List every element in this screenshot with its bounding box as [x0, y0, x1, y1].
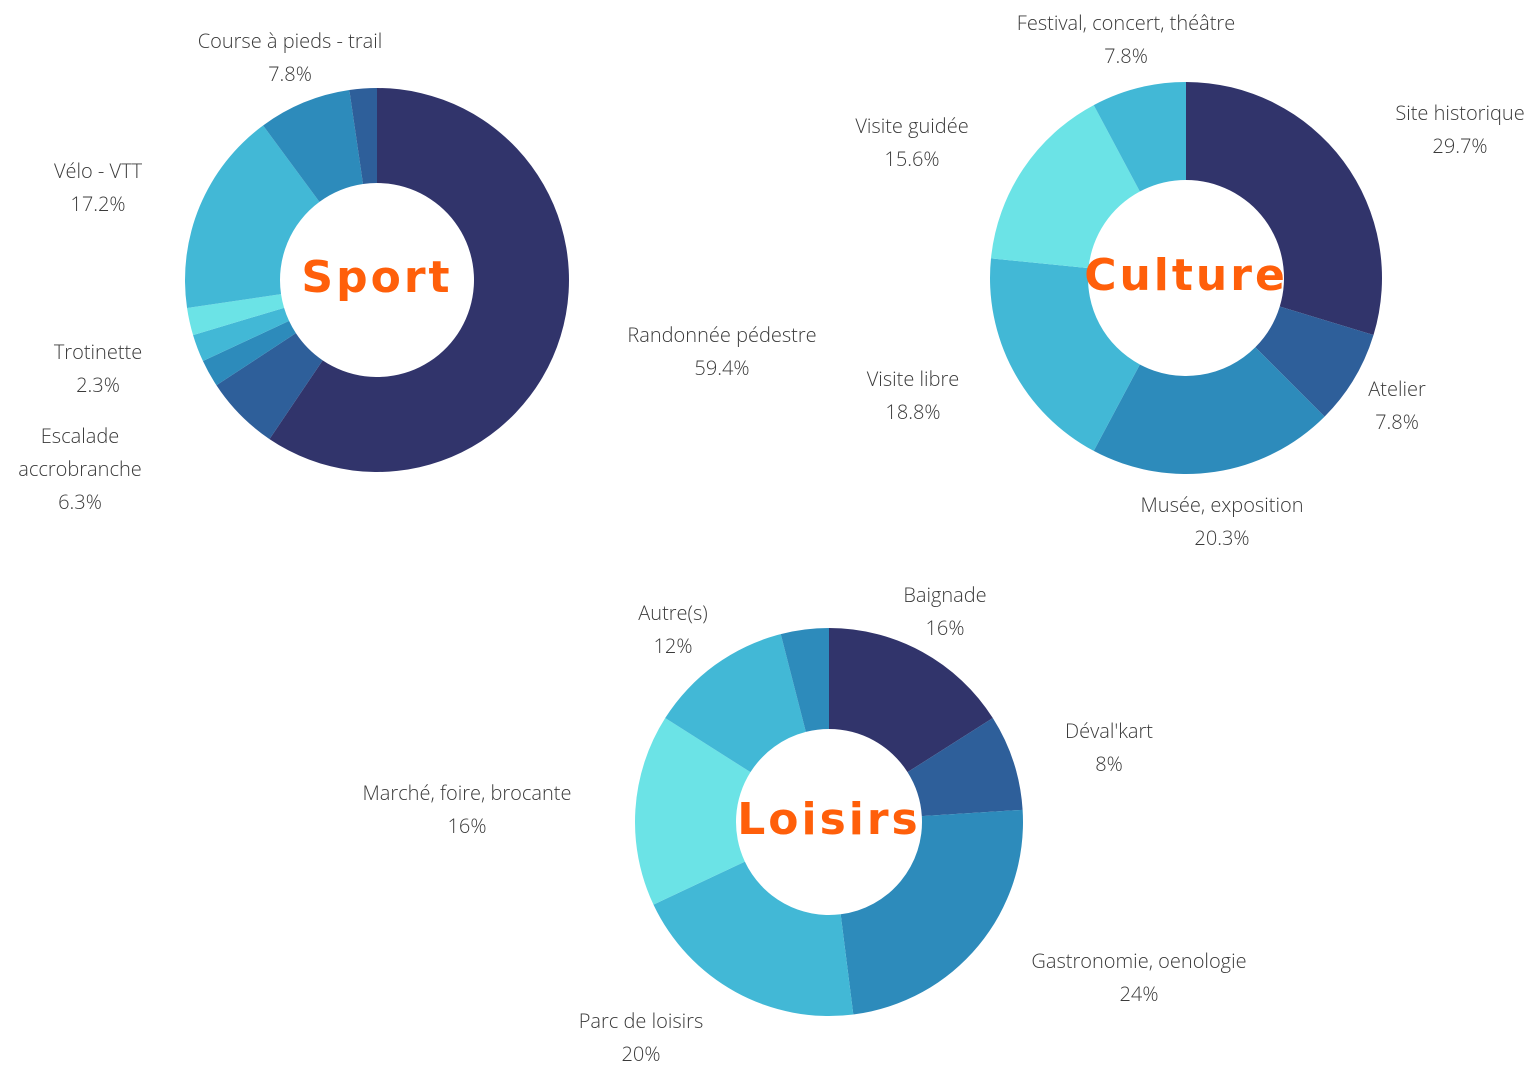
donut-slice	[907, 718, 1023, 817]
donut-slice	[185, 125, 320, 308]
slice-label: Festival, concert, théâtre 7.8%	[1017, 6, 1235, 72]
slice-category: Randonnée pédestre	[627, 321, 817, 348]
donut-slice	[187, 294, 285, 336]
slice-category: Visite libre	[866, 365, 960, 392]
slice-value: 7.8%	[1375, 408, 1419, 435]
slice-value: 2.3%	[76, 371, 120, 398]
donut-slice	[840, 809, 1024, 1015]
slice-category: Déval'kart	[1065, 717, 1153, 744]
slice-category: Baignade	[903, 581, 987, 608]
donut-slice	[1093, 347, 1325, 474]
chart-title: Culture	[1084, 250, 1288, 301]
slice-category: Site historique	[1395, 99, 1525, 126]
slice-value: 17.2%	[70, 190, 126, 217]
slice-category: Visite guidée	[855, 112, 969, 139]
slice-value: 6.3%	[58, 488, 102, 515]
donut-slice	[829, 627, 993, 773]
slice-label: Escalade accrobranche 6.3%	[5, 419, 155, 518]
slice-label: Autre(s) 12%	[638, 596, 707, 662]
donut-slice	[349, 88, 377, 185]
donut-slice	[1093, 82, 1186, 192]
slice-label: Visite guidée 15.6%	[855, 109, 968, 175]
chart-title: Loisirs	[737, 794, 921, 845]
slice-category: Atelier	[1368, 375, 1426, 402]
slice-value: 59.4%	[694, 354, 750, 381]
slice-label: Visite libre 18.8%	[867, 362, 960, 428]
donut-slice	[263, 90, 364, 202]
slice-value: 16%	[447, 812, 487, 839]
chart-title: Sport	[301, 252, 452, 303]
slice-category: Course à pieds - trail	[197, 27, 383, 54]
slice-value: 16%	[925, 614, 965, 641]
slice-label: Atelier 7.8%	[1368, 372, 1426, 438]
slice-value: 15.6%	[884, 145, 940, 172]
slice-value: 20.3%	[1194, 524, 1250, 551]
donut-slice	[216, 333, 323, 440]
donut-slice	[1255, 306, 1374, 417]
donut-slice	[780, 628, 829, 732]
slice-value: 20%	[621, 1040, 661, 1067]
slice-label: Vélo - VTT 17.2%	[54, 154, 142, 220]
donut-slice	[990, 105, 1140, 269]
donut-slice	[193, 307, 290, 362]
slice-category: Vélo - VTT	[53, 157, 143, 184]
slice-value: 8%	[1095, 750, 1123, 777]
slice-category: Trotinette	[53, 338, 143, 365]
donut-slice	[635, 718, 751, 905]
slice-category: Musée, exposition	[1140, 491, 1304, 518]
slice-category: Festival, concert, théâtre	[1016, 9, 1236, 36]
donut-slice	[653, 861, 854, 1016]
slice-category: Escalade accrobranche	[18, 422, 142, 482]
slice-value: 7.8%	[1104, 42, 1148, 69]
donut-slice	[990, 258, 1140, 451]
donut-slice	[1186, 82, 1382, 336]
slice-category: Parc de loisirs	[578, 1007, 704, 1034]
slice-label: Trotinette 2.3%	[54, 335, 142, 401]
slice-label: Gastronomie, oenologie 24%	[1031, 944, 1246, 1010]
slice-value: 7.8%	[268, 60, 312, 87]
donut-slice	[269, 88, 569, 472]
slice-label: Randonnée pédestre 59.4%	[627, 318, 816, 384]
slice-label: Musée, exposition 20.3%	[1140, 488, 1303, 554]
slice-value: 29.7%	[1432, 132, 1488, 159]
slice-label: Site historique 29.7%	[1395, 96, 1524, 162]
slice-label: Course à pieds - trail 7.8%	[195, 24, 385, 90]
slice-category: Marché, foire, brocante	[362, 779, 572, 806]
slice-value: 18.8%	[885, 398, 941, 425]
slice-label: Marché, foire, brocante 16%	[363, 776, 572, 842]
slice-label: Baignade 16%	[903, 578, 986, 644]
donut-slice	[202, 320, 296, 386]
slice-label: Déval'kart 8%	[1065, 714, 1153, 780]
donut-slice	[665, 634, 806, 773]
slice-category: Autre(s)	[638, 599, 708, 626]
slice-value: 12%	[653, 632, 693, 659]
slice-value: 24%	[1119, 980, 1159, 1007]
slice-label: Parc de loisirs 20%	[579, 1004, 704, 1070]
slice-category: Gastronomie, oenologie	[1031, 947, 1247, 974]
